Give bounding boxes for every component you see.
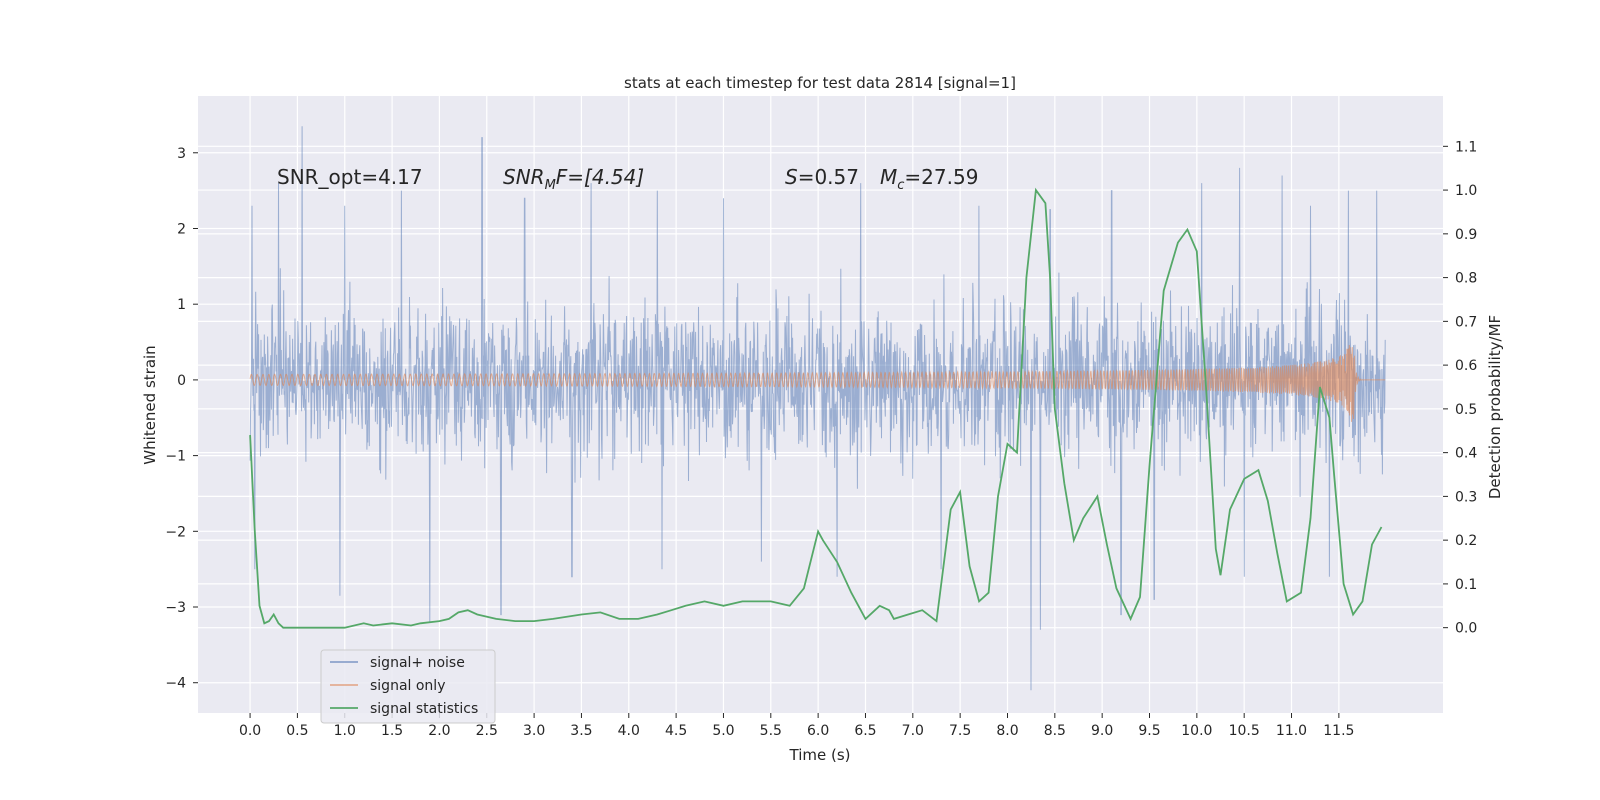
annotation-snr-mf-sub: M (545, 178, 556, 193)
y-right-tick-label: 0.8 (1455, 271, 1477, 287)
annotation-s-label: S (785, 165, 798, 189)
x-tick-label: 1.0 (334, 723, 356, 739)
x-tick-label: 7.5 (949, 723, 971, 739)
x-tick-label: 3.5 (570, 723, 592, 739)
chart-title: stats at each timestep for test data 281… (624, 74, 1016, 92)
y-right-tick-label: 0.1 (1455, 577, 1477, 593)
signal-statistics-series (249, 187, 1383, 629)
y-left-tick-label: 1 (177, 297, 186, 313)
x-tick-label: 6.0 (807, 723, 829, 739)
x-tick-label: 11.5 (1323, 723, 1354, 739)
y-right-tick-label: 0.4 (1455, 446, 1477, 462)
x-tick-label: 5.5 (760, 723, 782, 739)
legend: signal+ noise signal only signal statist… (320, 649, 496, 724)
x-tick-label: 4.0 (618, 723, 640, 739)
x-tick-label: 8.0 (996, 723, 1018, 739)
x-tick-label: 1.5 (381, 723, 403, 739)
annotation-snr-mf-rest: F=[4.54] (556, 165, 644, 189)
y-right-tick-label: 0.0 (1455, 621, 1477, 637)
x-axis-label: Time (s) (789, 746, 851, 764)
y-right-tick-label: 0.5 (1455, 402, 1477, 418)
annotation-mc-value: =27.59 (904, 165, 978, 189)
y-right-tick-label: 0.6 (1455, 358, 1477, 374)
annotation-mc-sub: c (897, 178, 904, 193)
y-axis-left-label: Whitened strain (141, 345, 159, 464)
y-left-tick-label: −4 (165, 676, 186, 692)
x-tick-label: 9.0 (1091, 723, 1113, 739)
x-tick-label: 7.0 (902, 723, 924, 739)
x-tick-label: 4.5 (665, 723, 687, 739)
grid (198, 96, 1443, 713)
y-left-tick-label: 2 (177, 221, 186, 237)
x-tick-label: 2.5 (476, 723, 498, 739)
y-left-tick-label: −3 (165, 600, 186, 616)
annotation-mc-label: M (880, 165, 897, 189)
x-tick-label: 10.0 (1181, 723, 1212, 739)
y-axis-right-label: Detection probability/MF (1486, 315, 1504, 499)
x-tick-label: 5.0 (712, 723, 734, 739)
annotation-snr-mf-main: SNR (503, 165, 545, 189)
signal-only-series (249, 344, 1386, 422)
annotation-snr-mf: SNRMF=[4.54] (503, 165, 644, 193)
x-tick-label: 9.5 (1138, 723, 1160, 739)
x-tick-label: 3.0 (523, 723, 545, 739)
y-right-tick-label: 1.0 (1455, 183, 1477, 199)
annotation-mc: Mc=27.59 (880, 165, 978, 193)
y-right-tick-label: 1.1 (1455, 139, 1477, 155)
y-right-tick-label: 0.2 (1455, 533, 1477, 549)
annotation-s-value: =0.57 (798, 165, 859, 189)
x-tick-label: 6.5 (854, 723, 876, 739)
y-right-tick-label: 0.3 (1455, 489, 1477, 505)
x-tick-label: 0.5 (286, 723, 308, 739)
y-left-tick-label: −1 (165, 449, 186, 465)
y-right-tick-label: 0.7 (1455, 314, 1477, 330)
y-right-tick-label: 0.9 (1455, 227, 1477, 243)
annotation-s: S=0.57 (785, 165, 859, 189)
legend-label-signal-statistics: signal statistics (370, 701, 478, 717)
tick-labels: 0.0 0.5 1.0 1.5 2.0 2.5 3.0 3.5 4.0 4.5 5.0 5.5 6.0 6… (165, 139, 1477, 739)
signal-only-line (249, 344, 1386, 422)
annotation-snr-opt: SNR_opt=4.17 (277, 165, 423, 189)
y-left-tick-label: −2 (165, 524, 186, 540)
x-tick-label: 11.0 (1276, 723, 1307, 739)
legend-box (320, 649, 496, 724)
signal-statistics-line (249, 187, 1383, 629)
x-tick-label: 0.0 (239, 723, 261, 739)
x-tick-label: 2.0 (428, 723, 450, 739)
legend-label-signal-noise: signal+ noise (370, 655, 465, 671)
y-left-tick-label: 0 (177, 373, 186, 389)
legend-label-signal-only: signal only (370, 678, 445, 694)
x-tick-label: 8.5 (1044, 723, 1066, 739)
y-left-tick-label: 3 (177, 146, 186, 162)
x-tick-label: 10.5 (1229, 723, 1260, 739)
